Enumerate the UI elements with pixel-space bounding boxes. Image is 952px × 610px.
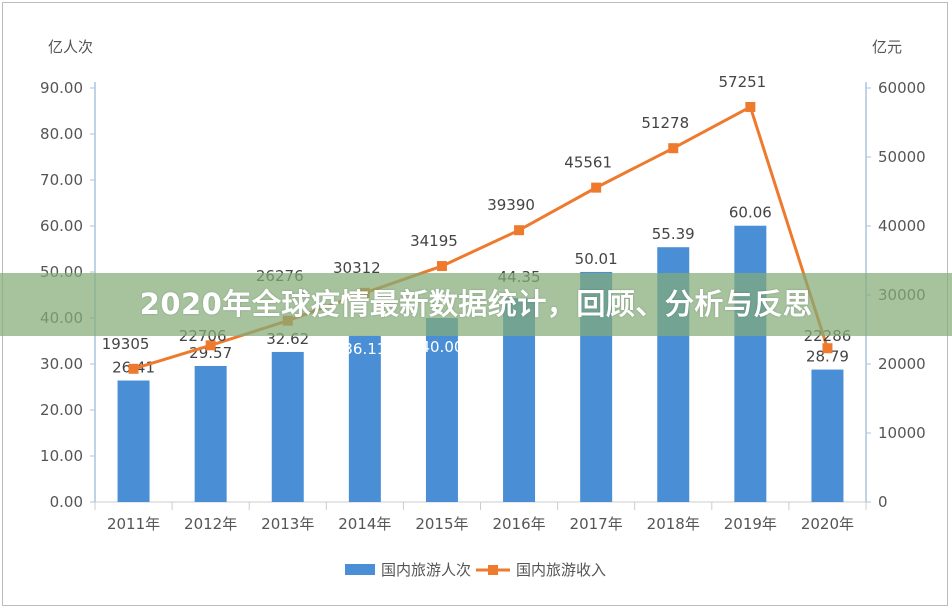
legend-bar-swatch	[345, 564, 375, 575]
bar-data-label: 28.79	[806, 348, 849, 366]
line-data-label: 51278	[641, 114, 689, 132]
overlay-banner: 2020年全球疫情最新数据统计，回顾、分析与反思	[0, 273, 952, 336]
x-tick-label: 2011年	[107, 515, 160, 533]
line-point	[822, 343, 833, 354]
x-tick-label: 2016年	[492, 515, 545, 533]
right-tick-label: 20000	[878, 355, 926, 373]
line-point	[205, 340, 216, 351]
left-tick-label: 0.00	[50, 493, 83, 511]
bar	[348, 335, 381, 502]
x-tick-label: 2019年	[724, 515, 777, 533]
bar	[811, 369, 844, 502]
line-point	[436, 261, 447, 272]
bar	[117, 380, 150, 502]
legend-line-marker	[488, 565, 498, 575]
left-tick-label: 60.00	[40, 217, 83, 235]
x-tick-label: 2018年	[647, 515, 700, 533]
left-tick-label: 20.00	[40, 401, 83, 419]
line-data-label: 19305	[102, 335, 150, 353]
x-tick-label: 2014年	[338, 515, 391, 533]
bar-data-label: 60.06	[729, 204, 772, 222]
right-tick-label: 40000	[878, 217, 926, 235]
x-tick-label: 2017年	[570, 515, 623, 533]
x-tick-label: 2015年	[415, 515, 468, 533]
overlay-title: 2020年全球疫情最新数据统计，回顾、分析与反思	[139, 287, 813, 321]
bar	[425, 318, 458, 502]
line-data-label: 39390	[487, 196, 535, 214]
x-tick-label: 2012年	[184, 515, 237, 533]
right-tick-label: 0	[878, 493, 888, 511]
line-data-label: 57251	[718, 73, 766, 91]
left-tick-label: 10.00	[40, 447, 83, 465]
bar	[194, 365, 227, 502]
line-data-label: 45561	[564, 154, 612, 172]
line-data-label: 30312	[333, 259, 381, 277]
right-tick-label: 10000	[878, 424, 926, 442]
right-tick-label: 50000	[878, 148, 926, 166]
left-tick-label: 30.00	[40, 355, 83, 373]
right-tick-label: 60000	[878, 79, 926, 97]
x-tick-label: 2013年	[261, 515, 314, 533]
left-axis-unit: 亿人次	[48, 38, 93, 56]
right-axis-unit: 亿元	[872, 38, 902, 56]
line-point	[745, 101, 756, 112]
left-tick-label: 90.00	[40, 79, 83, 97]
line-point	[128, 363, 139, 374]
left-tick-label: 70.00	[40, 171, 83, 189]
bar-data-label: 50.01	[575, 250, 618, 268]
line-point	[668, 143, 679, 154]
legend-line-label: 国内旅游收入	[516, 561, 606, 579]
line-data-label: 34195	[410, 232, 458, 250]
line-point	[514, 225, 525, 236]
x-tick-label: 2020年	[801, 515, 854, 533]
left-tick-label: 80.00	[40, 125, 83, 143]
bar	[271, 351, 304, 502]
legend-bar-label: 国内旅游人次	[381, 561, 471, 579]
bar	[734, 225, 767, 502]
line-point	[591, 182, 602, 193]
bar-data-label: 36.11	[343, 340, 386, 358]
bar-data-label: 40.00	[420, 338, 463, 356]
bar-data-label: 55.39	[652, 225, 695, 243]
